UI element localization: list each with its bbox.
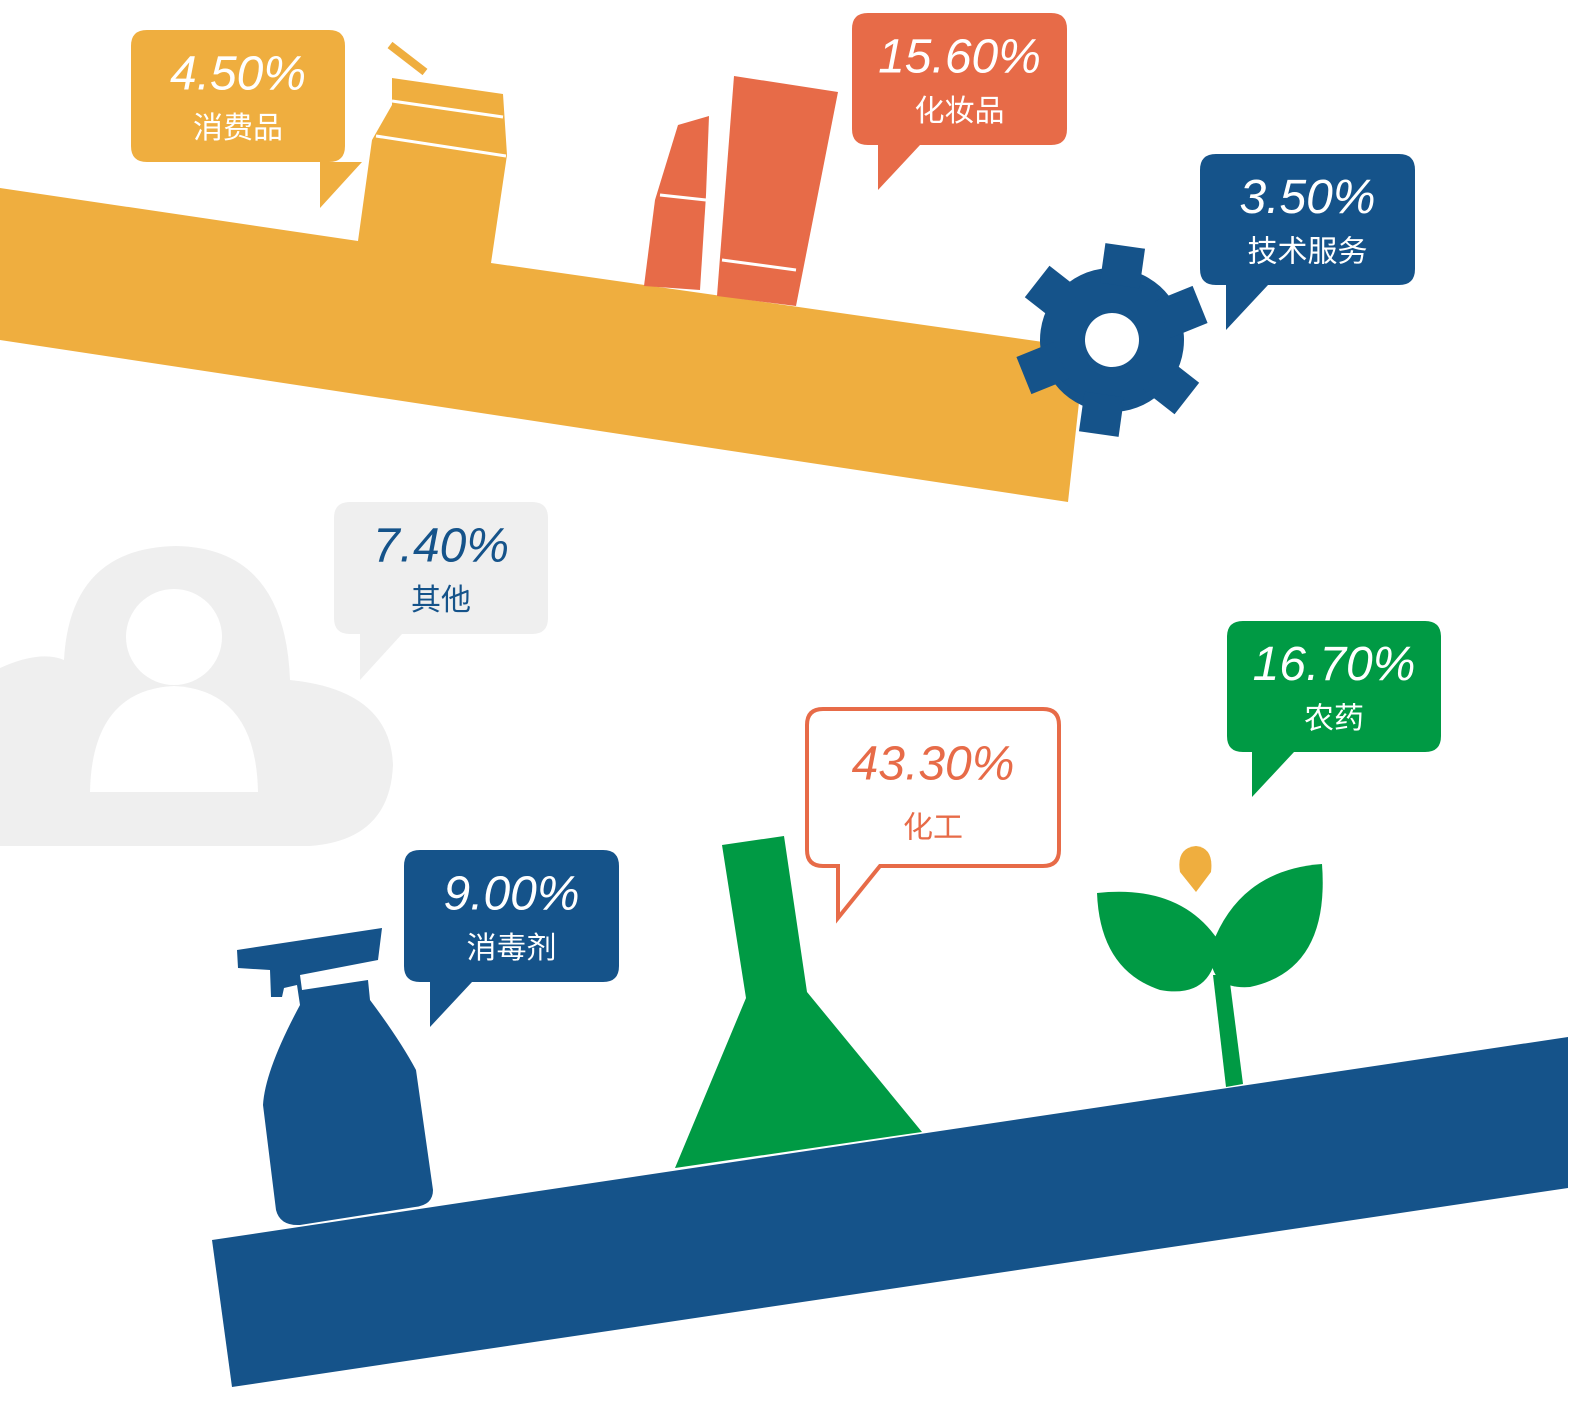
callout-value: 15.60% (878, 30, 1041, 83)
callout: 9.00% 消毒剂 (404, 850, 619, 1027)
callout-value: 7.40% (373, 519, 509, 572)
callout-value: 43.30% (852, 738, 1015, 791)
callout-value: 4.50% (170, 47, 306, 100)
plant-stem (1213, 975, 1243, 1087)
infographic: 4.50% 消费品 15.60% 化妆品 3.50% 技术服务 7.40% 其他 9.00% 消毒… (0, 0, 1568, 1405)
callout-label: 消毒剂 (467, 931, 557, 966)
callout-value: 16.70% (1253, 638, 1416, 691)
lipstick (644, 116, 709, 290)
callout: 4.50% 消费品 (131, 30, 362, 208)
callout-value: 9.00% (443, 867, 579, 920)
seed (1179, 846, 1211, 892)
callout: 43.30% 化工 (807, 709, 1059, 918)
callout: 7.40% 其他 (334, 502, 548, 680)
callout: 3.50% 技术服务 (1200, 154, 1415, 330)
plant-leaf (1097, 892, 1218, 992)
callout: 16.70% 农药 (1227, 621, 1441, 797)
callout-label: 其他 (411, 583, 471, 618)
cosmetic-tube (717, 76, 838, 306)
callout-label: 农药 (1304, 701, 1364, 736)
callout-label: 消费品 (193, 111, 283, 146)
plant-leaf (1211, 864, 1323, 987)
callout-value: 3.50% (1239, 171, 1375, 224)
callout: 15.60% 化妆品 (852, 13, 1067, 190)
carton-straw (390, 45, 425, 72)
flask (675, 836, 922, 1168)
callout-label: 技术服务 (1248, 234, 1368, 269)
person-head (126, 589, 222, 685)
spray-bottle (237, 928, 433, 1225)
callout-label: 化工 (903, 811, 963, 846)
callout-label: 化妆品 (915, 94, 1005, 129)
